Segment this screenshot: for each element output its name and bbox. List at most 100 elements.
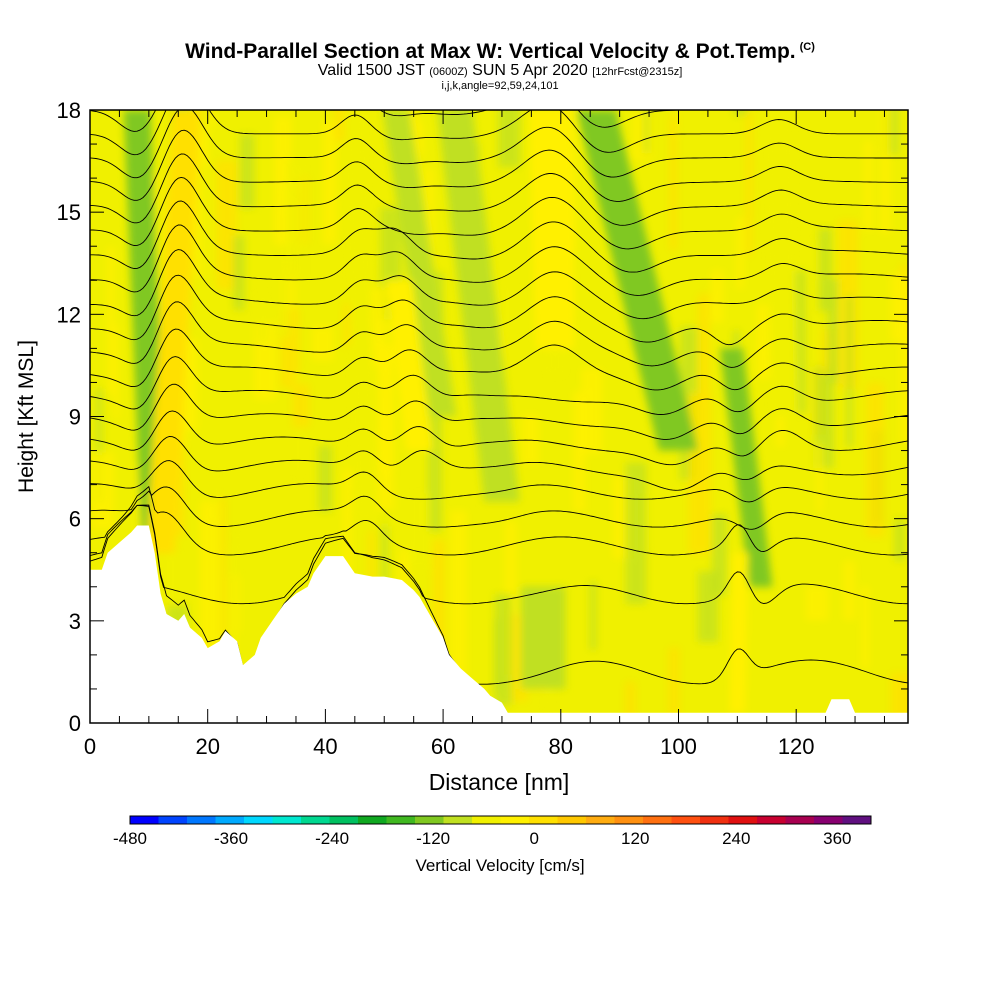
colorbar-swatch bbox=[728, 816, 758, 824]
velocity-patch bbox=[91, 452, 115, 530]
isentropes bbox=[90, 110, 908, 685]
colorbar-swatch bbox=[244, 816, 273, 824]
isentrope-line bbox=[90, 176, 908, 250]
velocity-patch bbox=[199, 500, 220, 650]
isentrope-line bbox=[90, 153, 908, 226]
x-tick-label: 80 bbox=[549, 734, 573, 759]
velocity-patch bbox=[113, 323, 119, 419]
chart-title: Wind-Parallel Section at Max W: Vertical… bbox=[0, 36, 1000, 63]
velocity-patch bbox=[494, 594, 513, 705]
y-tick-label: 18 bbox=[57, 98, 81, 123]
isentrope-line bbox=[90, 129, 908, 202]
colorbar-swatch bbox=[158, 816, 188, 824]
colorbar-tick-label: 240 bbox=[722, 829, 750, 848]
velocity-patch bbox=[566, 110, 576, 251]
isentrope-line bbox=[90, 504, 908, 685]
isentrope-line bbox=[90, 110, 908, 179]
downdraft-band bbox=[520, 586, 566, 689]
y-tick-label: 6 bbox=[69, 507, 81, 532]
colorbar-swatch bbox=[757, 816, 786, 824]
velocity-patch bbox=[233, 235, 245, 310]
velocity-patch bbox=[816, 444, 823, 512]
velocity-patch bbox=[256, 292, 270, 343]
isentrope-line bbox=[90, 460, 908, 503]
colorbar-swatch bbox=[643, 816, 672, 824]
velocity-patch bbox=[827, 279, 839, 384]
colorbar-swatch bbox=[814, 816, 843, 824]
y-axis-label: Height [Kft MSL] bbox=[15, 340, 38, 493]
terrain-mask bbox=[90, 525, 908, 723]
isentrope-line bbox=[90, 485, 908, 556]
valid-time: Valid 1500 JST bbox=[317, 62, 425, 79]
velocity-patch bbox=[890, 672, 908, 720]
colorbar-swatch bbox=[472, 816, 501, 824]
updraft-band bbox=[729, 552, 749, 713]
isentrope-line bbox=[90, 110, 908, 156]
colorbar-tick-label: 0 bbox=[529, 829, 538, 848]
velocity-patch bbox=[278, 183, 290, 339]
colorbar-swatch bbox=[586, 816, 615, 824]
velocity-patch bbox=[890, 273, 908, 342]
velocity-patch bbox=[371, 287, 387, 368]
velocity-patch bbox=[581, 368, 603, 454]
velocity-patch bbox=[863, 140, 873, 231]
colorbar-tick-label: -480 bbox=[113, 829, 147, 848]
isentrope-line bbox=[90, 224, 908, 296]
forecast-info: [12hrFcst@2315z] bbox=[592, 66, 683, 78]
chart-subtitle: Valid 1500 JST (0600Z) SUN 5 Apr 2020 [1… bbox=[0, 63, 1000, 80]
velocity-patch bbox=[861, 586, 870, 669]
colorbar-swatch bbox=[671, 816, 701, 824]
velocity-patch bbox=[500, 281, 515, 336]
x-tick-label: 20 bbox=[195, 734, 219, 759]
isentrope-line bbox=[90, 328, 908, 391]
colorbar-swatch bbox=[500, 816, 530, 824]
updraft-band bbox=[146, 110, 202, 553]
velocity-patch bbox=[450, 510, 467, 677]
y-tick-label: 0 bbox=[69, 711, 81, 736]
x-tick-label: 0 bbox=[84, 734, 96, 759]
x-tick-label: 100 bbox=[660, 734, 697, 759]
isentrope-line bbox=[90, 249, 908, 320]
colorbar-tick-label: -240 bbox=[315, 829, 349, 848]
velocity-patch bbox=[669, 115, 678, 250]
velocity-patch bbox=[734, 110, 748, 116]
velocity-patch bbox=[95, 388, 103, 503]
isentrope-line bbox=[90, 274, 908, 346]
velocity-patch bbox=[381, 351, 391, 476]
colorbar: -480 -360 -240 -120 0 120 240 360 bbox=[113, 815, 872, 848]
colorbar-swatch bbox=[415, 816, 444, 824]
colorbar-tick-label: -120 bbox=[416, 829, 450, 848]
colorbar-swatch bbox=[443, 816, 473, 824]
velocity-patch bbox=[209, 110, 216, 127]
colorbar-swatch bbox=[700, 816, 729, 824]
title-block: Wind-Parallel Section at Max W: Vertical… bbox=[0, 36, 1000, 93]
velocity-patch bbox=[688, 393, 711, 555]
chart-title-text: Wind-Parallel Section at Max W: Vertical… bbox=[185, 40, 796, 63]
colorbar-tick-label: -360 bbox=[214, 829, 248, 848]
x-tick-label: 40 bbox=[313, 734, 337, 759]
colorbar-swatch bbox=[386, 816, 416, 824]
velocity-patch bbox=[380, 507, 389, 582]
x-axis-label: Distance [nm] bbox=[429, 769, 570, 795]
velocity-patch bbox=[286, 159, 307, 281]
colorbar-swatch bbox=[557, 816, 587, 824]
valid-date: SUN 5 Apr 2020 bbox=[472, 62, 588, 79]
colorbar-swatch bbox=[272, 816, 302, 824]
velocity-patch bbox=[292, 383, 310, 427]
velocity-patch bbox=[311, 326, 334, 361]
velocity-patch bbox=[633, 112, 653, 160]
x-tick-label: 60 bbox=[431, 734, 455, 759]
colorbar-frame bbox=[129, 815, 872, 825]
y-tick-label: 9 bbox=[69, 405, 81, 430]
isentrope-line bbox=[90, 486, 908, 530]
velocity-patch bbox=[711, 513, 728, 595]
velocity-patch bbox=[498, 110, 521, 168]
colorbar-swatch bbox=[785, 816, 815, 824]
velocity-patch bbox=[572, 391, 586, 512]
isentrope-line bbox=[90, 200, 908, 273]
velocity-patch bbox=[342, 469, 352, 575]
velocity-patch bbox=[432, 539, 446, 653]
updraft-band bbox=[385, 280, 433, 451]
downdraft-band bbox=[576, 110, 699, 451]
velocity-patch bbox=[318, 445, 333, 512]
